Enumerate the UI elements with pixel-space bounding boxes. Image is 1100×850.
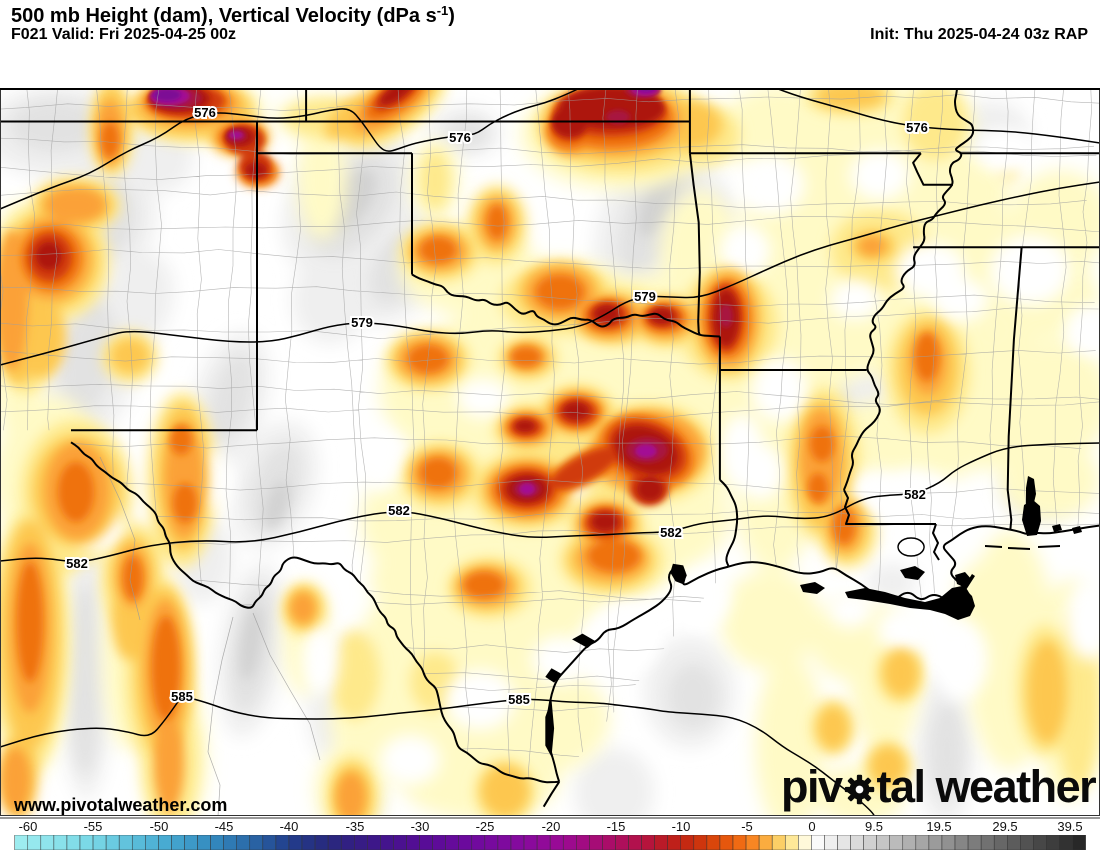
svg-text:585: 585 [171, 689, 193, 704]
svg-text:582: 582 [904, 487, 926, 502]
svg-text:579: 579 [351, 315, 373, 330]
svg-text:585: 585 [508, 692, 530, 707]
svg-text:576: 576 [194, 105, 216, 120]
svg-text:576: 576 [906, 120, 928, 135]
svg-text:582: 582 [388, 503, 410, 518]
svg-text:579: 579 [634, 289, 656, 304]
svg-text:582: 582 [660, 525, 682, 540]
svg-text:582: 582 [66, 556, 88, 571]
svg-text:576: 576 [449, 130, 471, 145]
